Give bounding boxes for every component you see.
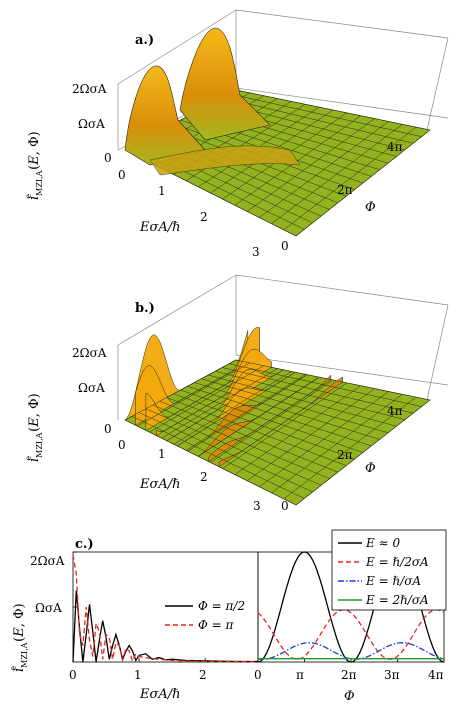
mesh-line xyxy=(173,393,355,460)
panel-b-x-tick-0: 0 xyxy=(118,438,126,452)
legend-label-e-one: E = ℏ/σA xyxy=(365,574,421,588)
panel-b-z-tick-2: 2ΩσA xyxy=(72,346,107,360)
panel-b-y-tick-2pi: 2π xyxy=(337,448,353,462)
panel-a: a.) iMZI,Ae(E, Φ) 2ΩσA ΩσA 0 0 1 2 3 EσA… xyxy=(24,9,449,259)
panel-b-mesh xyxy=(124,359,431,506)
panel-c-left-x-tick-1: 1 xyxy=(134,668,142,682)
panel-a-y-tick-4pi: 4π xyxy=(387,140,403,154)
panel-a-y-tick-2pi: 2π xyxy=(337,183,353,197)
panel-b-x-tick-2: 2 xyxy=(200,470,208,484)
panel-b-y-label: Φ xyxy=(365,461,376,476)
panel-c-right-x-tick-4pi: 4π xyxy=(428,668,444,682)
panel-c-left-x-label: EσA/ℏ xyxy=(139,687,181,702)
ridge-strip xyxy=(135,330,249,426)
ridge-strip xyxy=(145,327,260,431)
mesh-line xyxy=(187,386,372,447)
panel-c-left-x-tick-2: 2 xyxy=(199,668,207,682)
ridge-strip xyxy=(208,374,332,463)
panel-a-z-tick-2: 2ΩσA xyxy=(72,82,107,96)
panel-a-x-tick-0: 0 xyxy=(118,168,126,182)
panel-a-z-tick-0: 0 xyxy=(104,151,112,165)
panel-b: b.) iMZI,Ae(E, Φ) 2ΩσA ΩσA 0 0 1 2 3 EσA… xyxy=(24,274,449,513)
panel-c-label: c.) xyxy=(75,537,94,552)
legend-label-e-half: E = ℏ/2σA xyxy=(365,555,429,569)
panel-c-right-x-tick-2pi: 2π xyxy=(341,668,357,682)
panel-b-z-tick-0: 0 xyxy=(104,422,112,436)
mesh-line xyxy=(215,371,405,420)
panel-c-left-lines xyxy=(72,554,259,663)
panel-b-x-tick-1: 1 xyxy=(158,447,166,461)
panel-b-y-tick-4pi: 4π xyxy=(387,404,403,418)
svg-text:iMZI,Ae(E, Φ): iMZI,Ae(E, Φ) xyxy=(9,603,29,672)
mesh-line xyxy=(201,378,389,434)
mesh-line xyxy=(159,401,338,473)
series-line-1 xyxy=(72,554,259,663)
legend-label-phi-pi: Φ = π xyxy=(198,618,235,632)
mesh-line xyxy=(131,416,305,499)
mesh-line xyxy=(235,89,431,131)
panel-b-z-tick-1: ΩσA xyxy=(78,381,105,395)
panel-c-right-x-tick-pi: π xyxy=(296,668,304,682)
mesh-line xyxy=(180,389,364,453)
svg-text:iMZI,Ae(E, Φ): iMZI,Ae(E, Φ) xyxy=(24,131,44,200)
panel-a-y-label: Φ xyxy=(365,200,376,215)
panel-c-right-x-label: Φ xyxy=(344,689,355,704)
mesh-line xyxy=(222,367,414,414)
panel-a-x-tick-3: 3 xyxy=(252,245,260,259)
mesh-line xyxy=(145,408,322,486)
panel-b-box xyxy=(117,274,449,420)
panel-b-zlabel: iMZI,Ae(E, Φ) xyxy=(24,393,44,462)
mesh-line xyxy=(152,404,330,479)
panel-a-peak-2 xyxy=(179,27,271,141)
legend-label-phi-pi2: Φ = π/2 xyxy=(198,599,245,613)
mesh-line xyxy=(222,97,414,144)
panel-b-ridges xyxy=(124,327,343,468)
legend-label-e0: E ≈ 0 xyxy=(365,536,400,550)
panel-a-z-tick-1: ΩσA xyxy=(78,117,105,131)
panel-c-left-ticks xyxy=(72,551,206,662)
mesh-line xyxy=(194,382,380,440)
panel-a-zlabel: iMZI,Ae(E, Φ) xyxy=(24,131,44,200)
panel-a-y-tick-0: 0 xyxy=(281,239,289,253)
panel-b-x-tick-3: 3 xyxy=(253,499,261,513)
panel-c-right-legend: E ≈ 0 E = ℏ/2σA E = ℏ/σA E = 2ℏ/σA xyxy=(331,529,447,611)
panel-a-peak-1 xyxy=(124,65,206,166)
svg-text:iMZI,Ae(E, Φ): iMZI,Ae(E, Φ) xyxy=(24,393,44,462)
panel-c-y-tick-2: 2ΩσA xyxy=(30,554,65,568)
panel-c-right-x-tick-0: 0 xyxy=(254,668,262,682)
mesh-line xyxy=(138,412,313,493)
ridge-strip xyxy=(176,371,296,447)
panel-b-y-tick-0: 0 xyxy=(281,499,289,513)
panel-a-ridge xyxy=(149,145,301,176)
ridge-strip xyxy=(156,348,272,437)
series-line-2 xyxy=(257,642,445,660)
legend-label-e-two: E = 2ℏ/σA xyxy=(365,593,429,607)
mesh-line xyxy=(124,419,297,506)
panel-b-x-label: EσA/ℏ xyxy=(139,477,181,492)
panel-a-x-label: EσA/ℏ xyxy=(139,220,181,235)
panel-b-label: b.) xyxy=(135,301,155,316)
panel-c-ylabel: iMZI,Ae(E, Φ) xyxy=(9,603,29,672)
panel-a-x-tick-2: 2 xyxy=(200,210,208,224)
panel-c: c.) iMZI,Ae(E, Φ) 2ΩσA ΩσA 0 1 2 EσA/ℏ 0… xyxy=(9,529,447,704)
mesh-line xyxy=(229,93,422,137)
mesh-line xyxy=(208,374,397,427)
panel-a-label: a.) xyxy=(135,33,154,48)
panel-c-left-legend: Φ = π/2 Φ = π xyxy=(165,599,245,632)
mesh-line xyxy=(235,359,431,401)
series-line-1 xyxy=(257,609,445,660)
mesh-line xyxy=(229,363,422,407)
panel-c-left-x-tick-0: 0 xyxy=(69,668,77,682)
panel-c-right-x-tick-3pi: 3π xyxy=(384,668,400,682)
mesh-line xyxy=(166,397,347,466)
panel-c-y-tick-1: ΩσA xyxy=(35,601,62,615)
panel-a-x-tick-1: 1 xyxy=(158,184,166,198)
